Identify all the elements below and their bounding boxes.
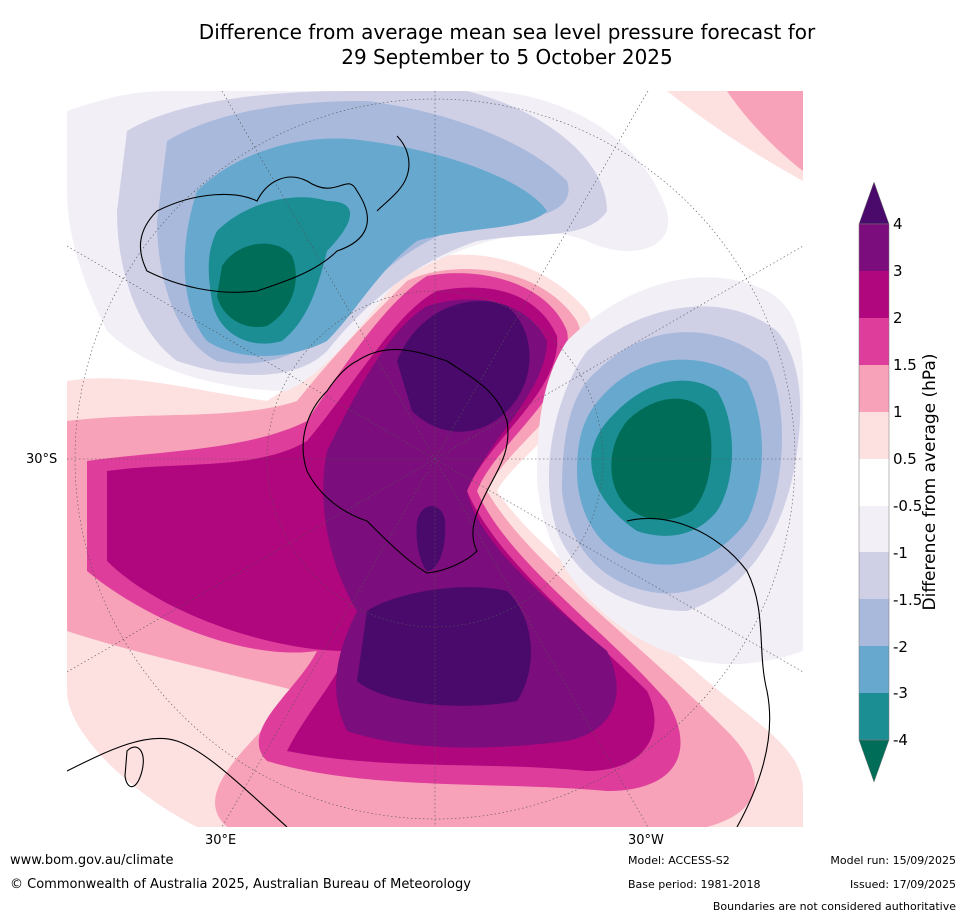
footer-disclaimer: Boundaries are not considered authoritat…: [712, 900, 956, 913]
colorbar-tick-1: 1: [893, 403, 903, 421]
footer-copyright: © Commonwealth of Australia 2025, Austra…: [10, 877, 471, 892]
antarctica-coastline: [302, 348, 509, 574]
colorbar-tick-1-5: 1.5: [893, 356, 917, 374]
australia-coastline: [139, 176, 368, 293]
lat-label-30s: 30°S: [26, 452, 58, 467]
africa-coastline: [67, 737, 288, 827]
colorbar-tick-neg-4: -4: [893, 731, 908, 749]
chart-title: Difference from average mean sea level p…: [0, 20, 965, 70]
graticule: [67, 91, 803, 827]
colorbar-tick-4: 4: [893, 215, 903, 233]
colorbar-tick-3: 3: [893, 262, 903, 280]
colorbar: [858, 181, 890, 783]
title-line-1: Difference from average mean sea level p…: [198, 20, 816, 44]
footer-base-period: Base period: 1981-2018: [628, 878, 761, 891]
madagascar-coastline: [124, 746, 144, 788]
colorbar-tick-neg-3: -3: [893, 684, 908, 702]
footer-model: Model: ACCESS-S2: [628, 854, 730, 867]
footer-website[interactable]: www.bom.gov.au/climate: [10, 853, 174, 868]
new-zealand-coastline: [376, 135, 410, 212]
colorbar-tick-neg-2: -2: [893, 638, 908, 656]
negative-anomaly-west: [67, 91, 669, 391]
negative-anomaly-east: [537, 277, 803, 665]
colorbar-tick-neg-0-5: -0.5: [893, 497, 923, 515]
colorbar-tick-neg-1-5: -1.5: [893, 591, 923, 609]
lon-label-30w: 30°W: [628, 833, 664, 848]
colorbar-svg: [858, 181, 890, 783]
colorbar-title-text: Difference from average (hPa): [920, 353, 940, 611]
south-america-coastline: [626, 517, 771, 827]
colorbar-tick-2: 2: [893, 309, 903, 327]
colorbar-tick-neg-1: -1: [893, 544, 908, 562]
coastlines: [67, 135, 771, 827]
title-line-2: 29 September to 5 October 2025: [341, 45, 673, 69]
footer-issued: Issued: 17/09/2025: [849, 878, 956, 891]
lon-label-30e: 30°E: [205, 833, 237, 848]
pressure-anomaly-map[interactable]: [67, 91, 803, 827]
colorbar-tick-0-5: 0.5: [893, 450, 917, 468]
footer-model-run: Model run: 15/09/2025: [830, 854, 956, 867]
map-svg: [67, 91, 803, 827]
positive-anomaly-field: [67, 91, 803, 827]
